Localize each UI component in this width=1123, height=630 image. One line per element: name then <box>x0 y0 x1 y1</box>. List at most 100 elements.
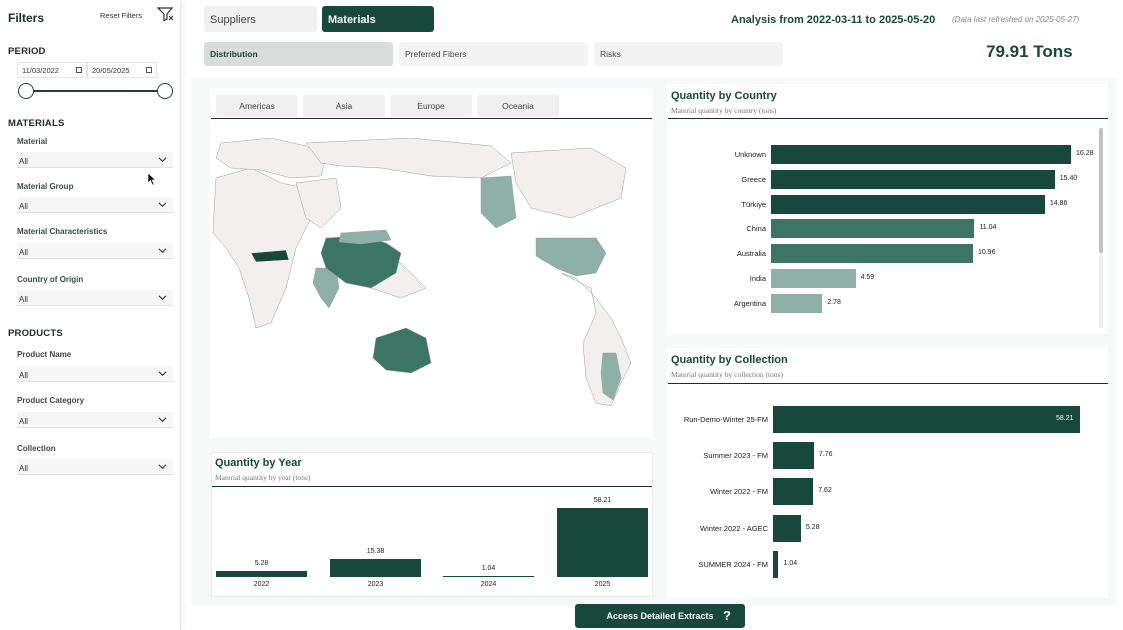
year-tick-label: 2025 <box>594 581 611 588</box>
country-bar <box>771 244 973 264</box>
collection-bar-value: 7.76 <box>818 451 833 459</box>
country-bar-value: 15.40 <box>1059 174 1078 182</box>
material-characteristics-value: All <box>19 248 28 257</box>
year-bar-value: 15.38 <box>366 547 385 555</box>
country-bar <box>771 293 823 313</box>
collection-bar-value: 5.28 <box>805 523 820 531</box>
filters-title: Filters <box>8 11 45 25</box>
subtab-preferred-fibers[interactable]: Preferred Fibers <box>399 42 588 66</box>
period-slider-start-handle[interactable] <box>18 83 34 99</box>
subtab-risks[interactable]: Risks <box>594 42 783 66</box>
collection-bar <box>773 442 814 470</box>
country-chart-title: Quantity by Country <box>671 90 777 102</box>
chevron-down-icon <box>158 417 167 423</box>
material-group-label: Material Group <box>17 182 74 191</box>
data-refreshed-note: (Data last refreshed on 2025-05-27) <box>952 15 1080 24</box>
tab-materials[interactable]: Materials <box>322 6 434 32</box>
region-tab-oceania[interactable]: Oceania <box>477 95 559 117</box>
map-region-argentina <box>600 352 622 401</box>
material-characteristics-dropdown[interactable]: All <box>17 243 173 259</box>
collection-bar-label: Winter 2022 - FM <box>710 487 768 497</box>
product-category-value: All <box>19 417 28 426</box>
subtab-distribution[interactable]: Distribution <box>204 42 393 66</box>
product-category-dropdown[interactable]: All <box>17 412 173 428</box>
country-bar-label: Türkiye <box>741 199 766 209</box>
total-quantity: 79.91 Tons <box>986 42 1073 61</box>
map-region-mongolia <box>338 229 392 245</box>
country-bar-label: Unknown <box>734 150 766 159</box>
start-date-input[interactable]: 11/03/2022 <box>17 62 87 78</box>
country-bar <box>771 194 1045 214</box>
country-of-origin-dropdown[interactable]: All <box>17 290 173 306</box>
calendar-icon[interactable] <box>76 67 82 73</box>
map-region-turkiye <box>250 249 290 263</box>
year-tick-label: 2022 <box>253 581 270 588</box>
country-bar-label: Australia <box>736 249 766 259</box>
year-chart-title: Quantity by Year <box>215 457 302 469</box>
product-name-label: Product Name <box>17 350 72 359</box>
collection-bar <box>773 406 1080 433</box>
collection-bar-label: Summer 2023 - FM <box>703 451 768 461</box>
region-tab-asia[interactable]: Asia <box>303 95 385 117</box>
chevron-down-icon <box>158 371 167 377</box>
country-bar <box>771 269 856 288</box>
year-bar-value: 58.21 <box>593 497 612 504</box>
country-bar-label: Greece <box>741 174 766 184</box>
collection-bar-value: 7.62 <box>818 487 832 495</box>
mouse-cursor-icon <box>147 172 157 186</box>
country-chart-scrollbar-thumb[interactable] <box>1099 128 1103 253</box>
collection-bar-value: 1.04 <box>783 559 798 567</box>
access-detailed-extracts-button[interactable]: Access Detailed Extracts ? <box>575 604 745 628</box>
world-map[interactable] <box>211 138 631 408</box>
material-label: Material <box>17 137 48 146</box>
year-bar <box>330 558 421 577</box>
year-bar <box>216 570 307 577</box>
period-slider-track[interactable] <box>24 90 166 92</box>
map-region-alaska <box>480 175 517 229</box>
chevron-down-icon <box>158 464 167 470</box>
access-detailed-extracts-label: Access Detailed Extracts <box>606 611 714 621</box>
collection-chart-title: Quantity by Collection <box>671 354 788 366</box>
collection-chart-divider <box>668 383 1108 384</box>
tab-suppliers[interactable]: Suppliers <box>204 6 317 32</box>
collection-bar-label: Winter 2022 - AGEC <box>700 523 768 533</box>
map-region-africa <box>212 167 312 329</box>
reset-filters-button[interactable]: Reset Filters <box>100 11 143 20</box>
country-bar-value: 14.86 <box>1049 199 1068 207</box>
country-chart-divider <box>668 118 1108 119</box>
material-group-dropdown[interactable]: All <box>17 197 173 213</box>
country-bar-value: 4.59 <box>860 274 875 281</box>
chevron-down-icon <box>158 295 167 301</box>
map-region-middle-east <box>295 177 342 229</box>
period-slider-end-handle[interactable] <box>157 83 173 99</box>
help-icon[interactable]: ? <box>723 608 731 623</box>
collection-chart-subtitle: Material quantity by collection (tons) <box>671 370 784 379</box>
product-name-dropdown[interactable]: All <box>17 366 173 382</box>
map-region-europe <box>215 138 327 179</box>
material-characteristics-label: Material Characteristics <box>17 227 108 236</box>
collection-chart-card <box>667 348 1108 598</box>
country-of-origin-label: Country of Origin <box>17 275 84 284</box>
chevron-down-icon <box>158 157 167 163</box>
collection-bar <box>773 514 801 542</box>
filter-clear-icon[interactable] <box>157 6 175 22</box>
collection-bar <box>773 478 814 506</box>
material-dropdown[interactable]: All <box>17 152 173 168</box>
map-region-usa <box>535 237 607 277</box>
start-date-value: 11/03/2022 <box>22 66 59 75</box>
analysis-period-title: Analysis from 2022-03-11 to 2025-05-20 <box>731 14 936 26</box>
country-bar-label: India <box>749 274 766 283</box>
year-tick-label: 2024 <box>480 581 497 588</box>
product-name-value: All <box>19 371 28 380</box>
region-tab-americas[interactable]: Americas <box>216 95 298 117</box>
year-chart-divider <box>212 486 652 487</box>
country-bar <box>771 145 1071 164</box>
calendar-icon[interactable] <box>146 67 152 73</box>
region-tab-europe[interactable]: Europe <box>390 95 472 117</box>
chevron-down-icon <box>158 202 167 208</box>
material-group-value: All <box>19 202 28 211</box>
collection-dropdown[interactable]: All <box>17 459 173 475</box>
map-region-central-america <box>560 272 631 407</box>
material-value: All <box>19 157 28 166</box>
end-date-input[interactable]: 20/05/2025 <box>87 62 157 78</box>
